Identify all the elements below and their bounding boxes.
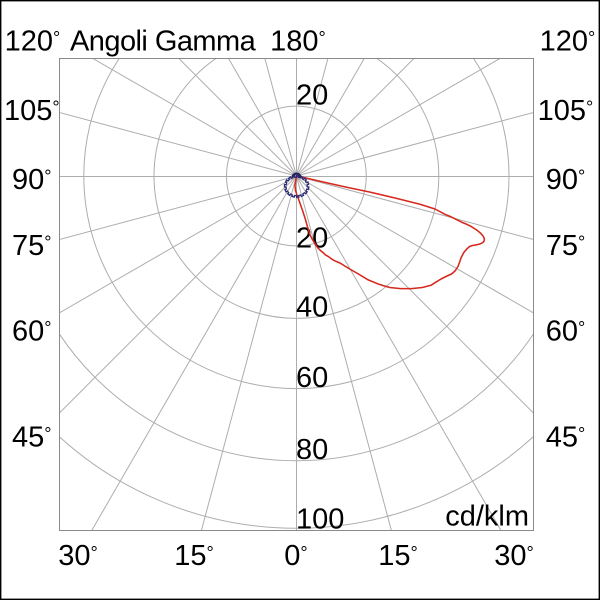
svg-text:60: 60: [296, 362, 328, 394]
svg-text:cd/klm: cd/klm: [445, 500, 529, 532]
svg-text:100: 100: [296, 503, 344, 535]
svg-text:20: 20: [296, 80, 328, 112]
svg-text:120°: 120°: [5, 25, 61, 57]
svg-text:60°: 60°: [12, 315, 52, 347]
svg-text:105°: 105°: [4, 95, 60, 127]
svg-text:180°: 180°: [270, 25, 326, 57]
svg-text:105°: 105°: [538, 95, 594, 127]
svg-text:80: 80: [296, 434, 328, 466]
svg-text:120°: 120°: [540, 25, 596, 57]
svg-text:40: 40: [296, 291, 328, 323]
svg-text:Angoli Gamma: Angoli Gamma: [70, 25, 257, 57]
